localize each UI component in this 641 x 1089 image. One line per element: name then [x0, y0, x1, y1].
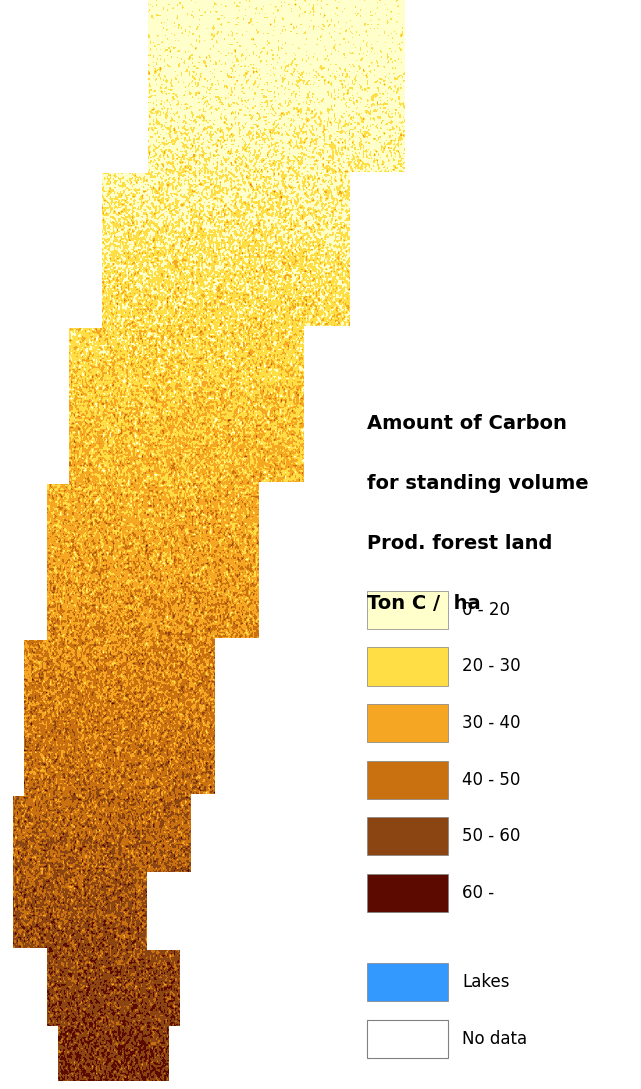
Text: 30 - 40: 30 - 40 [462, 714, 520, 732]
Text: Amount of Carbon: Amount of Carbon [367, 414, 567, 432]
Text: Ton C /  ha: Ton C / ha [367, 594, 481, 612]
Text: Prod. forest land: Prod. forest land [367, 534, 553, 552]
Text: Lakes: Lakes [462, 974, 510, 991]
FancyBboxPatch shape [367, 703, 448, 743]
FancyBboxPatch shape [367, 963, 448, 1002]
Text: No data: No data [462, 1030, 528, 1048]
FancyBboxPatch shape [367, 873, 448, 913]
FancyBboxPatch shape [367, 647, 448, 686]
Text: 0 - 20: 0 - 20 [462, 601, 510, 619]
FancyBboxPatch shape [367, 1019, 448, 1059]
Text: 50 - 60: 50 - 60 [462, 828, 520, 845]
FancyBboxPatch shape [367, 590, 448, 629]
Text: 20 - 30: 20 - 30 [462, 658, 520, 675]
Text: for standing volume: for standing volume [367, 474, 588, 492]
FancyBboxPatch shape [367, 760, 448, 799]
Text: 40 - 50: 40 - 50 [462, 771, 520, 788]
FancyBboxPatch shape [367, 817, 448, 856]
Text: 60 -: 60 - [462, 884, 494, 902]
